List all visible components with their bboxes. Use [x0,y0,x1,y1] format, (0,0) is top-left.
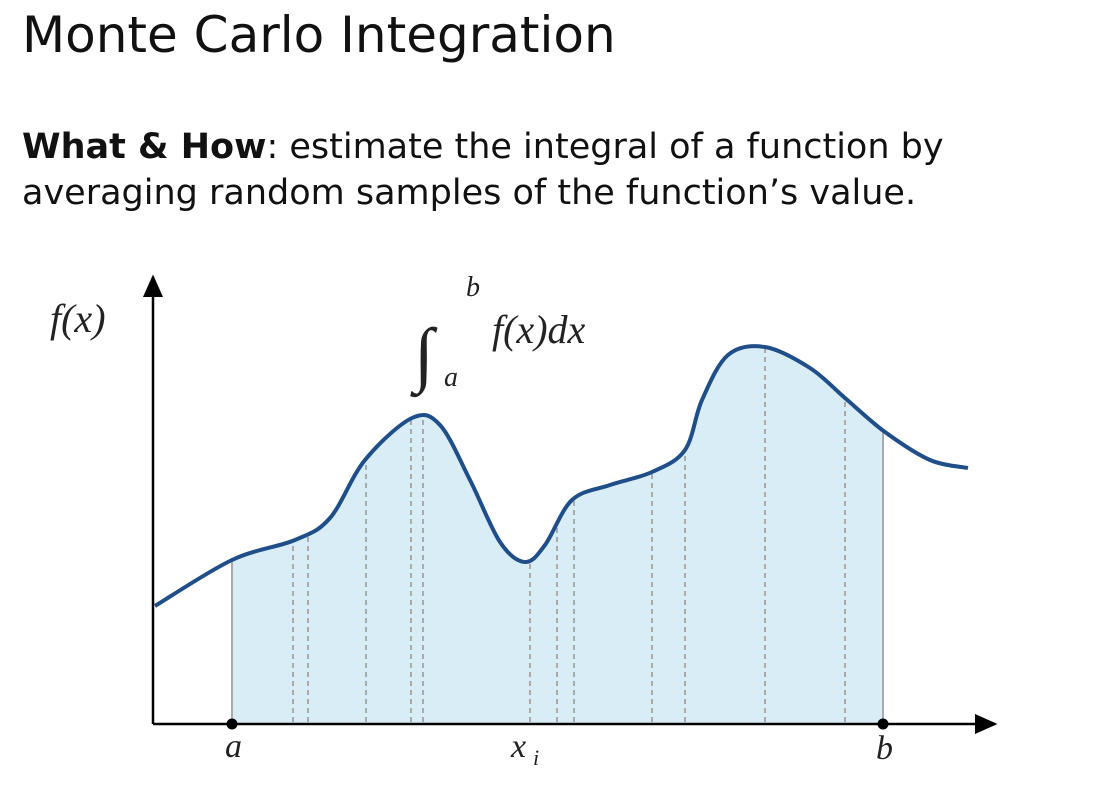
x-label-xi-sub: i [533,745,539,770]
lower-limit: a [444,362,458,393]
y-label: f(x) [50,296,106,341]
x-label-b: b [876,730,893,767]
lead: What & How [22,127,267,167]
point-b [877,718,889,730]
integral-area [232,346,883,723]
function-curve [153,344,969,608]
area-wrap [232,346,883,723]
x-label-a: a [225,728,242,765]
description-text: : estimate the integral of a function by… [22,127,944,213]
title: Monte Carlo Integration [22,6,616,64]
point-a [226,718,238,730]
integrand: f(x)dx [492,307,586,352]
upper-limit: b [466,272,480,303]
description: What & How: estimate the integral of a f… [22,124,982,216]
x-label-xi: x [510,728,526,765]
integral-sign: ∫ [410,314,438,398]
